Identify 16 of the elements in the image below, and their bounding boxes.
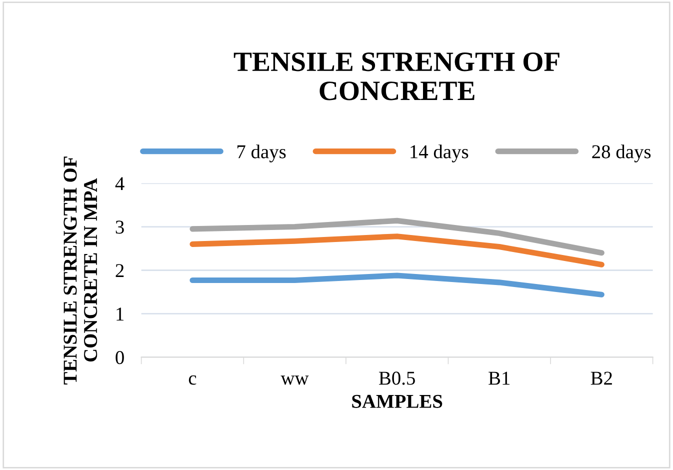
legend-label: 28 days [592,144,651,162]
x-tick-label: B2 [590,372,612,385]
x-tick-label: ww [280,376,309,385]
y-tick-label: 2 [116,264,124,277]
y-tick-label: 4 [115,177,124,190]
y-tick-label: 0 [116,351,124,364]
y-tick-label: 1 [116,308,124,320]
x-axis-title: SAMPLES [352,394,442,408]
y-axis-title: TENSILE STRENGTH OF CONCRETE IN MPA [64,156,98,384]
legend-label: 7 days [237,144,286,162]
x-tick-label: B0.5 [378,372,415,385]
y-tick-label: 3 [116,220,124,234]
x-tick-label: B1 [488,372,510,385]
x-tick-label: c [188,375,196,385]
chart-title: TENSILE STRENGTH OF CONCRETE [234,52,560,100]
legend-label: 14 days [410,144,468,162]
